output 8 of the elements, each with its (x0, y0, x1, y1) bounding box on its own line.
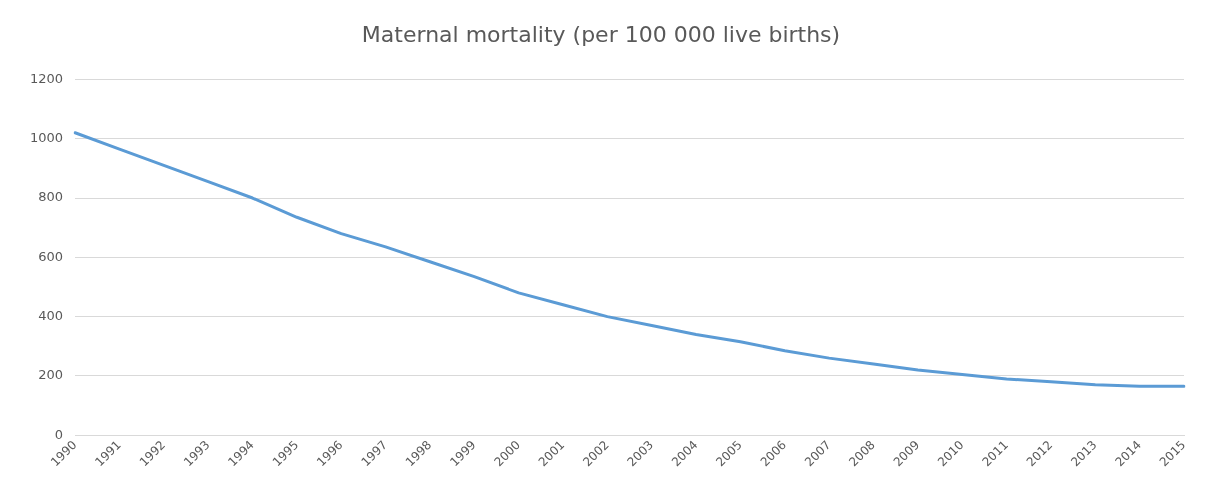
y-tick-label: 1200 (29, 70, 64, 86)
y-tick-label: 400 (38, 307, 64, 323)
y-tick-label: 600 (38, 248, 64, 264)
y-tick-label: 200 (38, 367, 64, 383)
chart-title: Maternal mortality (per 100 000 live births) (361, 21, 841, 47)
y-tick-label: 800 (38, 189, 64, 205)
y-tick-label: 0 (54, 426, 64, 442)
y-tick-label: 1000 (29, 130, 64, 146)
